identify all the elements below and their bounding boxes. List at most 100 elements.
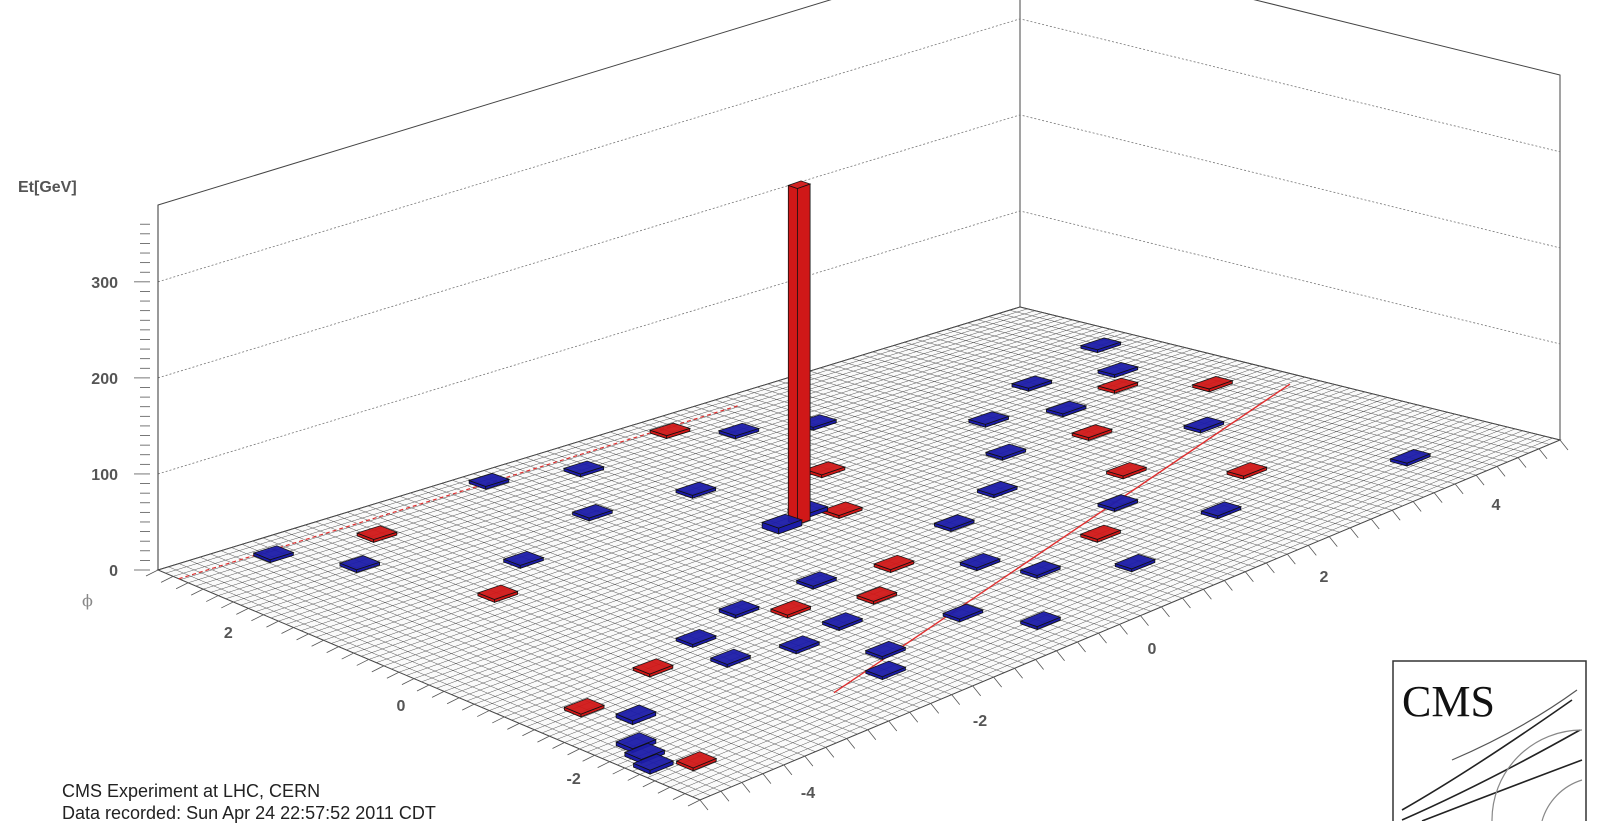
phi-tick <box>341 652 354 660</box>
cms-logo-text: CMS <box>1402 677 1495 726</box>
tower-bar <box>1079 524 1122 543</box>
tower-bar <box>709 648 752 668</box>
phi-gridline <box>218 321 1081 596</box>
eta-ticks: -4 -2 0 2 4 <box>699 439 1569 811</box>
caption: CMS Experiment at LHC, CERN Data recorde… <box>62 780 436 824</box>
tower-bar <box>502 550 545 569</box>
phi-tick <box>552 742 565 749</box>
tower-top <box>675 629 717 645</box>
tower-bar <box>976 480 1019 499</box>
phi-tick <box>416 684 430 692</box>
phi-ticks: 2 0 -2 <box>145 569 701 807</box>
tower-top <box>355 525 399 540</box>
phi-gridline <box>308 343 1171 635</box>
tower-bar <box>571 504 614 522</box>
phi-gridline <box>662 430 1523 785</box>
tower-bar <box>1096 494 1139 513</box>
phi-gridline <box>451 378 1313 695</box>
phi-tick <box>431 691 445 698</box>
tower-top <box>1045 400 1088 415</box>
tower-bar <box>778 635 821 655</box>
phi-tick <box>567 748 580 756</box>
eta-tick <box>1328 536 1338 547</box>
phi-gridline <box>233 325 1096 603</box>
eta-tick-label: 4 <box>1492 497 1501 514</box>
eta-tick <box>1035 659 1044 670</box>
tower-bar <box>1114 553 1157 573</box>
tower-bar <box>769 599 812 619</box>
tower-bar <box>1019 611 1062 631</box>
phi-gridline <box>624 421 1486 769</box>
tower-top <box>648 422 692 437</box>
phi-gridline <box>270 334 1133 619</box>
phi-gridline <box>617 419 1478 766</box>
phi-gridline <box>647 426 1508 778</box>
tower-top <box>632 753 675 771</box>
eta-tick <box>972 685 981 697</box>
eta-tick <box>1475 474 1485 486</box>
tower-top <box>615 704 657 722</box>
tower-bar <box>562 460 605 478</box>
tower-top <box>864 660 907 678</box>
eta-tick-label: 2 <box>1320 569 1329 586</box>
phi-tick <box>597 761 610 769</box>
phi-gridline <box>316 345 1178 638</box>
tower-top <box>615 732 657 750</box>
phi-tick <box>492 716 505 724</box>
tower-top <box>1019 611 1062 628</box>
tower-bar <box>563 698 606 718</box>
z-tick-label: 300 <box>91 275 118 292</box>
phi-tick <box>612 767 625 775</box>
tower-bar <box>1105 462 1148 480</box>
phi-tick <box>687 799 701 807</box>
z-axis: Et[GeV] <box>18 179 77 196</box>
phi-gridline <box>248 328 1111 609</box>
phi-tick <box>311 639 324 647</box>
tower-bar <box>675 629 717 648</box>
eta-tick <box>993 676 1002 688</box>
tower-bar <box>1079 337 1123 354</box>
tower-top <box>1079 337 1123 351</box>
eta-tick <box>846 738 856 749</box>
tower-top <box>718 600 760 616</box>
phi-gridline <box>300 341 1163 631</box>
tower-bar <box>1019 560 1062 579</box>
phi-tick <box>326 646 339 654</box>
phi-gridline <box>240 327 1103 606</box>
caption-date: Data recorded: Sun Apr 24 22:57:52 2011 … <box>62 803 436 823</box>
phi-gridline <box>293 340 1156 628</box>
eta-tick <box>1119 624 1128 635</box>
tower-top <box>1096 362 1140 376</box>
tower-top <box>675 751 718 769</box>
phi-gridline <box>225 323 1088 599</box>
z-tick-label: 100 <box>91 467 118 484</box>
eta-tick <box>930 703 940 714</box>
eta-tick <box>1412 501 1422 512</box>
eta-tick <box>1077 641 1086 653</box>
tower-bar <box>675 751 718 772</box>
tower-top <box>795 571 838 587</box>
phi-tick <box>251 614 264 622</box>
tower-top <box>1114 553 1157 570</box>
phi-tick <box>642 780 656 788</box>
phi-gridline <box>172 310 1036 577</box>
phi-gridline <box>406 367 1268 676</box>
tower-bar <box>1070 424 1114 442</box>
cms-logo: CMS <box>1392 660 1587 821</box>
phi-gridline <box>398 365 1261 673</box>
z-axis-label: Et[GeV] <box>18 179 77 196</box>
tower-bar <box>1010 375 1053 392</box>
phi-tick-label: 2 <box>224 625 233 642</box>
eta-tick <box>1454 483 1464 495</box>
tower-bar <box>1182 416 1225 434</box>
phi-gridline <box>331 349 1193 644</box>
tower-top <box>1019 560 1062 576</box>
phi-gridline <box>669 432 1531 788</box>
phi-gridline <box>564 406 1426 743</box>
tower-bar <box>821 612 864 632</box>
phi-tick <box>522 729 535 737</box>
eta-tick <box>867 729 877 741</box>
tower-top <box>709 648 752 665</box>
phi-gridline <box>526 397 1388 727</box>
